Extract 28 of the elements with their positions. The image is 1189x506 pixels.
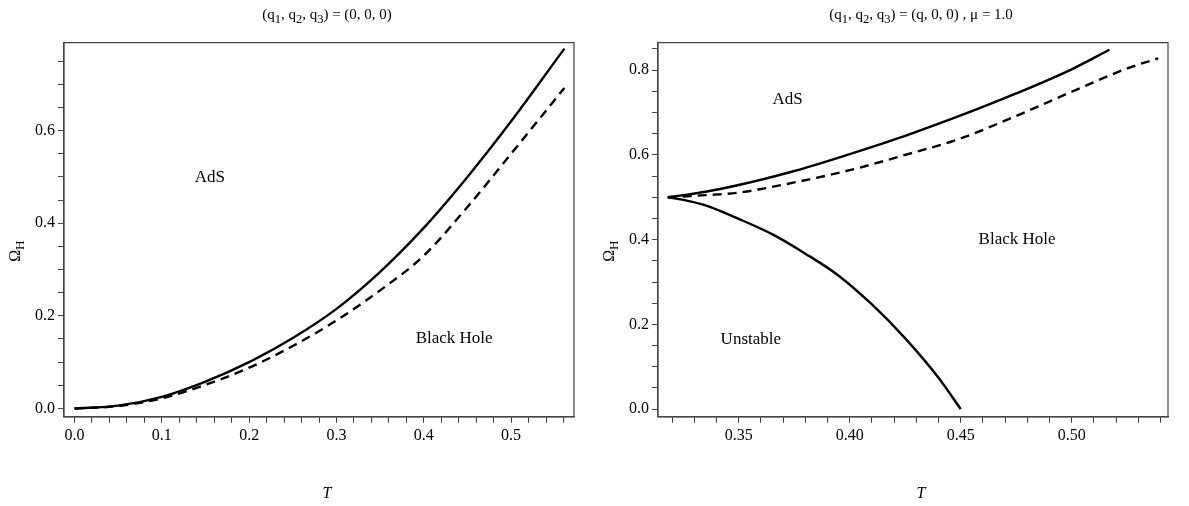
x-tick-label: 0.1 (151, 425, 172, 443)
y-tick-label: 0.0 (629, 399, 649, 417)
x-tick-label: 0.0 (64, 425, 85, 443)
x-tick-label: 0.5 (501, 425, 522, 443)
chart-title: (q$_{1}$, q$_{2}$, q$_{3}$) = (q, 0, 0) , μ = 1.0 (828, 6, 1014, 27)
y-tick-label: 0.6 (629, 145, 649, 163)
y-tick-label: 0.2 (629, 314, 649, 332)
x-tick-label: 0.45 (946, 425, 975, 443)
x-tick-label: 0.40 (835, 425, 864, 443)
chart-title: (q$_{1}$, q$_{2}$, q$_{3}$) = (0, 0, 0) (261, 6, 393, 27)
annotation: Black Hole (415, 327, 493, 347)
y-tick-label: 0.4 (35, 213, 55, 231)
x-tick-label: 0.3 (326, 425, 347, 443)
x-tick-label: 0.35 (724, 425, 753, 443)
y-tick-label: 0.4 (629, 229, 649, 247)
y-tick-label: 0.0 (35, 398, 55, 416)
x-tick-label: 0.50 (1057, 425, 1086, 443)
y-tick-label: 0.8 (629, 60, 649, 78)
annotation: AdS (194, 166, 225, 186)
annotation: Unstable (720, 328, 782, 348)
y-tick-label: 0.2 (35, 306, 55, 324)
x-axis-title: T (321, 484, 334, 502)
annotation: AdS (772, 89, 803, 109)
annotation: Black Hole (978, 229, 1056, 249)
y-tick-label: 0.6 (35, 120, 55, 138)
x-axis-title: T (915, 484, 928, 502)
x-tick-label: 0.4 (413, 425, 434, 443)
x-tick-label: 0.2 (239, 425, 260, 443)
